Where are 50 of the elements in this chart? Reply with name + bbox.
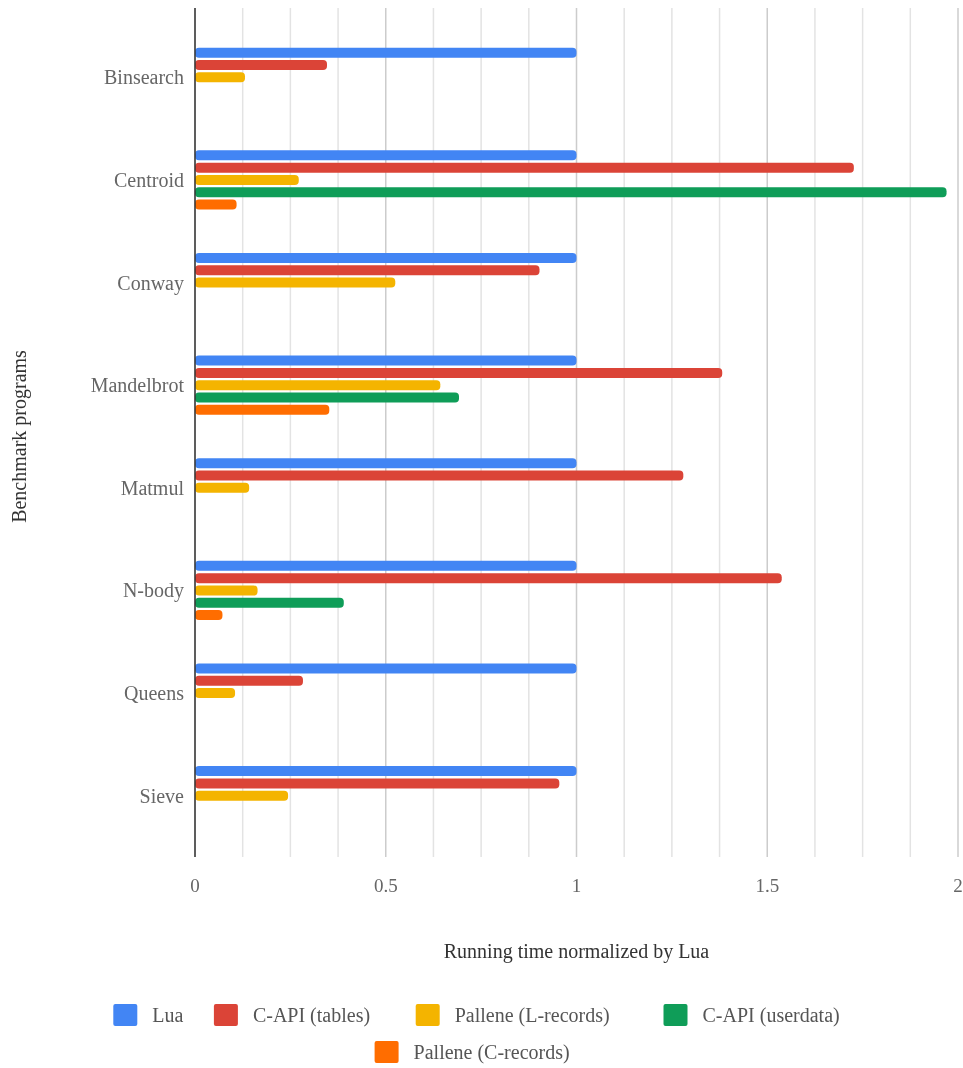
bar — [195, 72, 245, 83]
bar — [195, 470, 684, 481]
bar — [195, 277, 396, 288]
y-tick-label: N-body — [122, 579, 184, 603]
bar — [195, 174, 299, 185]
bar — [195, 47, 577, 58]
bar — [195, 610, 223, 621]
bar — [195, 458, 577, 469]
legend-label: Pallene (L-records) — [454, 1004, 610, 1027]
bar — [195, 150, 577, 161]
y-tick-label: Queens — [124, 682, 185, 705]
bar — [195, 573, 782, 584]
y-axis-title: Benchmark programs — [8, 349, 31, 523]
x-tick-label: 0.5 — [373, 875, 398, 896]
y-tick-label: Binsearch — [104, 66, 184, 89]
bar — [195, 688, 236, 699]
bar — [195, 663, 577, 674]
legend-label: C-API (userdata) — [702, 1004, 840, 1027]
bar — [195, 560, 577, 571]
bar — [195, 778, 560, 789]
y-tick-label: Sieve — [139, 784, 185, 807]
bar — [195, 404, 330, 415]
y-tick-label: Centroid — [114, 168, 184, 191]
bar — [195, 380, 441, 391]
bar — [195, 162, 854, 173]
bar — [195, 252, 577, 263]
legend-label: Pallene (C-records) — [413, 1041, 570, 1064]
bar — [195, 60, 327, 71]
x-tick-label: 1 — [571, 875, 582, 896]
bar — [195, 790, 289, 801]
legend-label: C-API (tables) — [252, 1004, 371, 1027]
bar — [195, 355, 577, 366]
y-tick-label: Matmul — [120, 476, 185, 499]
x-tick-label: 2 — [953, 875, 963, 896]
bar — [195, 367, 723, 378]
y-tick-label: Mandelbrot — [90, 374, 185, 397]
bar — [195, 597, 344, 608]
bar — [195, 392, 459, 403]
x-tick-label: 1.5 — [755, 875, 780, 896]
bar — [195, 482, 250, 493]
legend-label: Lua — [152, 1004, 184, 1026]
x-tick-label: 0 — [190, 875, 200, 896]
bar — [195, 766, 577, 777]
bar — [195, 265, 540, 276]
bar — [195, 675, 303, 686]
y-tick-label: Conway — [117, 271, 184, 295]
bar — [195, 187, 947, 198]
x-axis-title: Running time normalized by Lua — [443, 940, 710, 963]
bar — [195, 199, 237, 210]
bar — [195, 585, 258, 596]
